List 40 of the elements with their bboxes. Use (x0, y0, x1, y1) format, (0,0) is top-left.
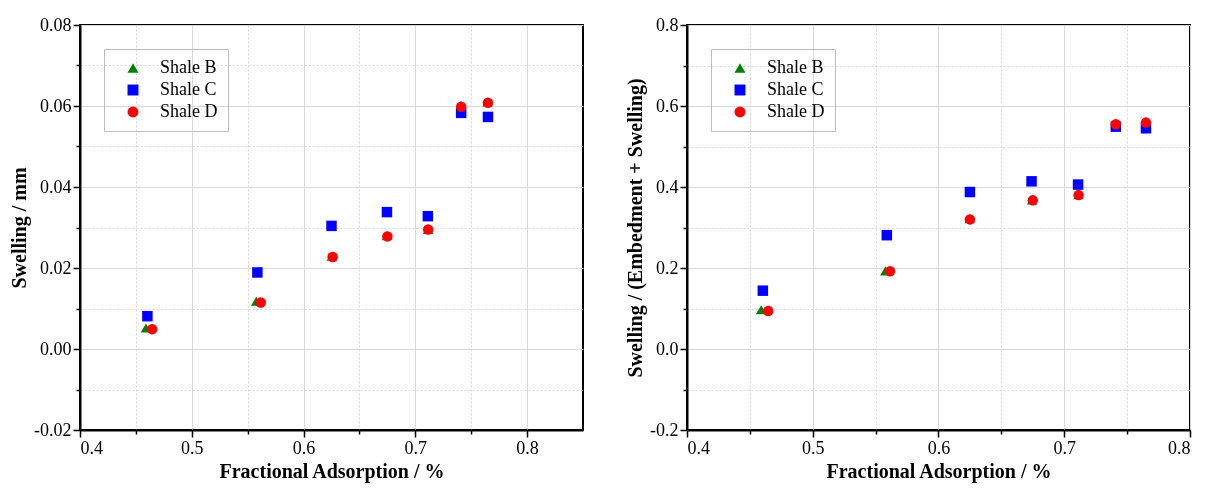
y-tick-label: 0.00 (40, 338, 72, 359)
y-tick-label: 0.04 (40, 176, 72, 197)
point (142, 310, 153, 322)
legend-label: Shale C (767, 79, 824, 99)
y-tick-label: -0.02 (34, 419, 72, 440)
point (422, 210, 434, 222)
y-tick-label: 0.8 (656, 14, 679, 35)
x-tick-label: 0.4 (687, 437, 710, 458)
y-tick-label: 0.08 (40, 14, 72, 35)
y-tick-label: 0.06 (40, 95, 72, 116)
legend-label: Shale B (160, 57, 217, 77)
y-tick-label: 0.2 (656, 257, 679, 278)
point (326, 220, 337, 232)
legend-label: Shale D (767, 101, 825, 121)
x-tick-label: 0.8 (1168, 437, 1191, 458)
y-tick-label: 0.6 (656, 95, 679, 116)
y-tick-label: 0.02 (40, 257, 72, 278)
x-tick-label: 0.5 (181, 437, 204, 458)
point (482, 111, 494, 123)
x-tick-label: 0.6 (927, 437, 951, 458)
point (255, 297, 266, 308)
x-axis-title: Fractional Adsorption / % (826, 459, 1052, 483)
y-tick-label: 0.4 (656, 176, 679, 197)
y-tick-label: 0.0 (656, 338, 679, 359)
point (146, 323, 158, 335)
legend-label: Shale C (160, 79, 217, 99)
x-tick-label: 0.7 (1053, 437, 1076, 458)
x-tick-label: 0.8 (516, 437, 539, 458)
x-tick-label: 0.6 (292, 437, 316, 458)
y-axis-title: Swelling / (Embedment + Swelling) (624, 78, 648, 378)
legend-label: Shale D (160, 101, 218, 121)
x-axis-title: Fractional Adsorption / % (219, 459, 445, 483)
x-tick-label: 0.5 (802, 437, 825, 458)
point (381, 206, 393, 218)
y-tick-label: -0.2 (650, 419, 679, 440)
x-tick-label: 0.4 (80, 437, 103, 458)
x-tick-label: 0.7 (404, 437, 428, 458)
point (252, 267, 263, 278)
y-axis-title: Swelling / mm (8, 167, 32, 289)
legend-label: Shale B (767, 57, 824, 77)
